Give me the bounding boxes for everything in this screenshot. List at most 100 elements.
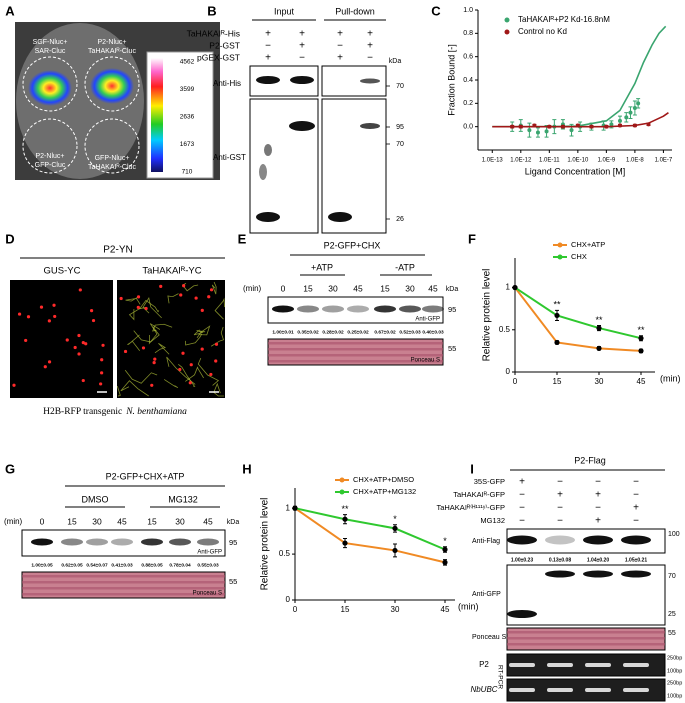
ponceau-band — [22, 587, 225, 590]
legend-marker — [504, 17, 510, 23]
colorbar-tick-label: 1673 — [180, 141, 195, 148]
cell-outline — [214, 297, 225, 320]
size-marker: 250bp — [667, 655, 682, 661]
row-label: TaHAKAIᴿ⁽ᴴ¹¹¹ʸ⁾-GFP — [436, 503, 505, 512]
data-point — [392, 547, 398, 554]
sign: − — [557, 503, 563, 514]
x-axis-label: (min) — [458, 601, 479, 611]
sign: − — [337, 41, 343, 52]
colorbar — [151, 58, 163, 172]
caption-text: H2B-RFP transgenic — [43, 407, 122, 417]
gel-band — [547, 688, 573, 692]
nucleus — [101, 343, 105, 347]
data-point — [624, 115, 629, 120]
legend-marker — [339, 489, 345, 495]
sign: + — [367, 29, 373, 40]
size-marker: 95 — [448, 305, 456, 314]
legend-label: CHX — [571, 252, 587, 261]
group-label: Pull-down — [335, 6, 375, 16]
treatment-label: P2-GFP+CHX+ATP — [106, 471, 185, 481]
data-point — [604, 124, 609, 129]
data-point — [632, 106, 637, 110]
group-label: MG132 — [168, 494, 198, 504]
data-point — [547, 124, 552, 129]
quantification: 0.54±0.07 — [86, 562, 108, 568]
antibody-label: Anti-GFP — [472, 591, 501, 598]
series-line — [294, 507, 446, 564]
quantification: 0.67±0.02 — [374, 329, 396, 335]
x-tick-label: 1.0E-10 — [567, 158, 589, 164]
panel-label: C — [431, 3, 441, 18]
sign: − — [595, 477, 601, 488]
data-point — [554, 312, 560, 319]
data-point — [527, 128, 532, 133]
band — [297, 305, 319, 313]
significance: ** — [637, 325, 645, 335]
x-tick-label: 45 — [441, 605, 450, 614]
quantification: 0.25±0.02 — [347, 329, 369, 335]
band — [360, 123, 380, 129]
x-axis-label: (min) — [660, 373, 681, 383]
legend-marker — [557, 254, 563, 260]
nucleus — [43, 365, 47, 369]
band — [422, 305, 444, 313]
data-point — [632, 123, 637, 128]
nucleus — [207, 295, 211, 299]
cell-outline — [124, 369, 158, 384]
antibody-label: Anti-His — [213, 79, 241, 88]
loading-label: Ponceau S — [472, 634, 507, 641]
image-label: GUS-YC — [44, 266, 81, 277]
data-point — [646, 122, 651, 127]
x-axis-label: Ligand Concentration [M] — [525, 166, 626, 176]
sign: − — [557, 477, 563, 488]
sample-label: GFP-Cluc — [35, 162, 66, 169]
lane-label: 15 — [303, 283, 313, 293]
x-tick-label: 1.0E-13 — [482, 158, 504, 164]
data-point — [596, 345, 602, 351]
band — [583, 570, 613, 578]
size-marker: 55 — [229, 577, 237, 586]
x-tick-label: 30 — [595, 377, 604, 386]
nucleus — [77, 352, 81, 356]
lane-label: 30 — [92, 516, 102, 526]
legend-marker — [339, 477, 345, 483]
lane-label: 15 — [67, 516, 77, 526]
nucleus — [99, 382, 103, 386]
panel-label: G — [5, 461, 15, 476]
band — [264, 144, 272, 156]
size-marker: 100bp — [667, 693, 682, 699]
ponceau-band — [268, 348, 443, 351]
nucleus — [12, 383, 16, 387]
sign: + — [265, 53, 271, 64]
nucleus — [136, 305, 140, 309]
sign: − — [519, 503, 525, 514]
cell-outline — [185, 366, 204, 382]
quantification: 0.35±0.02 — [297, 329, 319, 335]
nucleus — [153, 357, 157, 361]
legend-marker — [557, 242, 563, 248]
nucleus — [194, 296, 198, 300]
y-tick-label: 0.4 — [463, 77, 473, 84]
cell-outline — [167, 293, 179, 304]
antibody-label: Anti-GFP — [197, 550, 222, 556]
sign: + — [299, 41, 305, 52]
sign: − — [633, 477, 639, 488]
ponceau-band — [268, 354, 443, 357]
nucleus — [47, 319, 51, 323]
nucleus — [181, 351, 185, 355]
sign: + — [595, 516, 601, 527]
series-line — [514, 286, 642, 340]
data-point — [518, 124, 523, 129]
sign: + — [557, 490, 563, 501]
band — [272, 305, 294, 313]
series-line — [294, 507, 446, 551]
cell-outline — [178, 363, 196, 388]
nucleus — [123, 349, 128, 354]
significance: ** — [341, 504, 349, 514]
nucleus — [152, 361, 156, 365]
data-point — [628, 110, 633, 115]
loading-label: Ponceau S — [411, 358, 440, 364]
y-tick-label: 0.8 — [463, 30, 473, 37]
ponceau-band — [507, 637, 665, 640]
colorbar-tick-label: 3599 — [180, 86, 195, 93]
